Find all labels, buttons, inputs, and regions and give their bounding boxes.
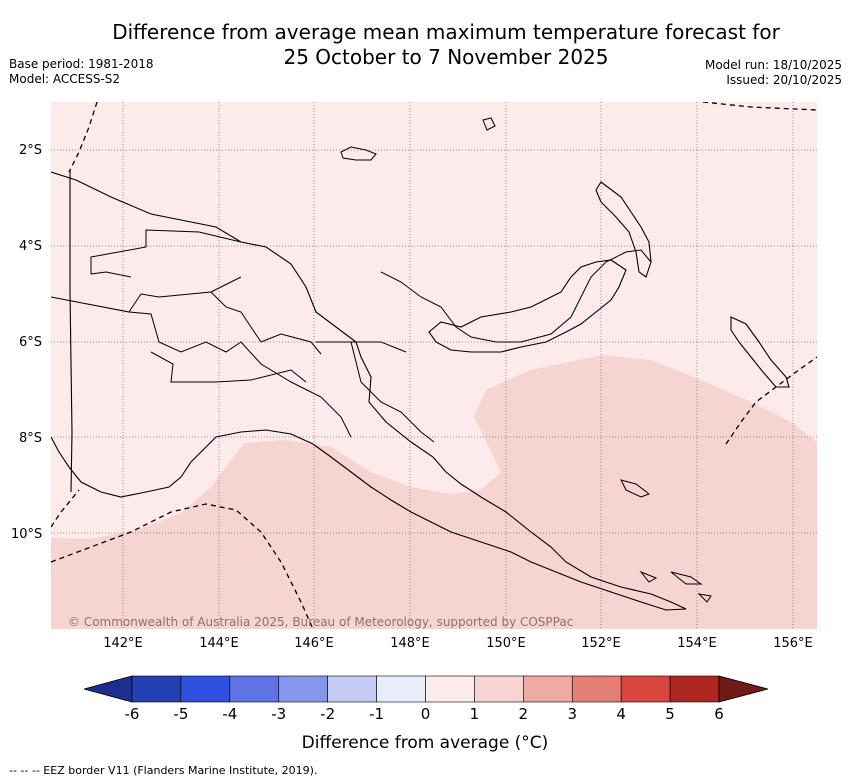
anomaly-region-1-2	[51, 355, 817, 629]
lat-label-4s: 4°S	[19, 239, 43, 254]
colorbar-tick-label: 2	[518, 705, 529, 723]
colorbar	[84, 675, 768, 703]
colorbar-cell	[425, 675, 475, 703]
graticule	[51, 102, 817, 629]
eez-borders	[51, 102, 817, 629]
lon-label-156e: 156°E	[773, 636, 813, 651]
lon-label-148e: 148°E	[390, 636, 430, 651]
colorbar-cell	[229, 675, 280, 703]
louisiade-islands	[620, 479, 712, 603]
colorbar-cell	[278, 675, 328, 703]
colorbar-cell	[523, 675, 573, 703]
lon-label-154e: 154°E	[677, 636, 717, 651]
bougainville-island	[730, 316, 790, 388]
colorbar-cell	[180, 675, 231, 703]
base-period: Base period: 1981-2018	[9, 57, 154, 71]
eez-footnote: -- -- -- EEZ border V11 (Flanders Marine…	[9, 764, 318, 777]
colorbar-tick-label: 5	[665, 705, 675, 723]
lon-label-152e: 152°E	[581, 636, 621, 651]
colorbar-title: Difference from average (°C)	[301, 733, 549, 753]
colorbar-cell	[474, 675, 524, 703]
copyright-notice: © Commonwealth of Australia 2025, Bureau…	[68, 615, 574, 629]
new-britain-island	[428, 259, 627, 353]
colorbar-tick-label: 6	[714, 705, 724, 723]
colorbar-cell	[131, 675, 182, 703]
international-border	[69, 170, 73, 493]
colorbar-tick-label: 1	[469, 705, 480, 723]
north-coast-detail	[380, 249, 652, 343]
map-svg	[51, 102, 817, 629]
lon-label-146e: 146°E	[294, 636, 334, 651]
issued-date: Issued: 20/10/2025	[726, 73, 842, 87]
map-panel	[51, 102, 817, 629]
meta-right: Model run: 18/10/2025 Issued: 20/10/2025	[705, 58, 842, 88]
title-line-1: Difference from average mean maximum tem…	[112, 20, 780, 44]
lat-label-6s: 6°S	[19, 335, 43, 350]
lat-label-8s: 8°S	[19, 431, 43, 446]
lon-label-142e: 142°E	[103, 636, 143, 651]
colorbar-tick-label: -1	[369, 705, 385, 723]
colorbar-tick-label: 0	[420, 705, 431, 723]
provincial-borders	[51, 229, 435, 443]
new-guinea-coastline	[51, 171, 687, 611]
colorbar-tick-label: -3	[271, 705, 287, 723]
map-title: Difference from average mean maximum tem…	[90, 20, 802, 70]
meta-left: Base period: 1981-2018 Model: ACCESS-S2	[9, 57, 154, 87]
lon-label-150e: 150°E	[486, 636, 526, 651]
colorbar-cell	[327, 675, 377, 703]
admiralty-islands	[340, 117, 496, 161]
lon-label-144e: 144°E	[199, 636, 239, 651]
new-ireland-island	[595, 181, 652, 278]
model-run: Model run: 18/10/2025	[704, 58, 842, 72]
colorbar-tick-label: -2	[320, 705, 336, 723]
colorbar-tick-label: -6	[124, 705, 140, 723]
lat-label-10s: 10°S	[11, 527, 43, 542]
colorbar-tick-label: -4	[222, 705, 238, 723]
colorbar-cell	[376, 675, 426, 703]
colorbar-tick-label: 3	[567, 705, 578, 723]
colorbar-low-arrow	[84, 675, 133, 703]
colorbar-cells	[131, 675, 720, 703]
colorbar-cell	[669, 675, 720, 703]
model-name: Model: ACCESS-S2	[9, 72, 121, 86]
colorbar-tick-label: -5	[173, 705, 189, 723]
colorbar-cell	[571, 675, 622, 703]
colorbar-tick-label: 4	[616, 705, 626, 723]
colorbar-high-arrow	[718, 675, 768, 703]
lat-label-2s: 2°S	[19, 143, 43, 158]
colorbar-cell	[620, 675, 671, 703]
title-line-2: 25 October to 7 November 2025	[283, 45, 609, 69]
